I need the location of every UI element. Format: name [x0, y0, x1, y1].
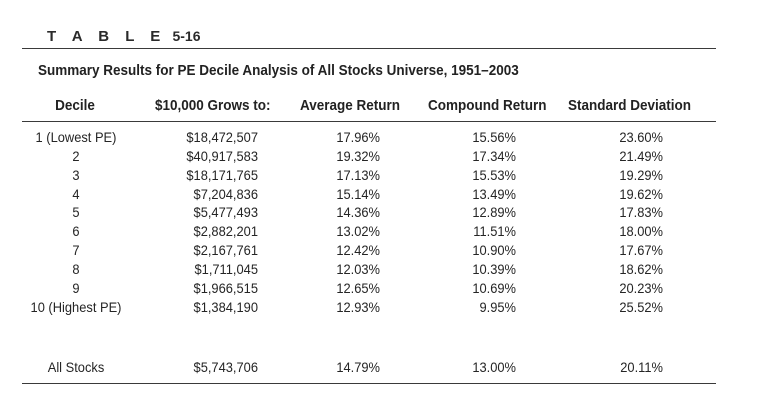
table-number: 5-16: [172, 28, 201, 44]
header-rule: [22, 121, 716, 122]
average-return-cell: 12.42%: [336, 242, 380, 259]
grows-to-cell: $2,882,201: [193, 223, 258, 240]
decile-cell: 2: [72, 147, 80, 164]
decile-cell: 7: [72, 242, 80, 259]
compound-return-cell: 15.56%: [472, 129, 516, 145]
summary-grows-to-cell: $5,743,706: [193, 359, 258, 375]
std-dev-cell: 25.52%: [619, 298, 663, 315]
std-dev-cell: 17.83%: [619, 204, 663, 221]
decile-cell: 6: [72, 223, 80, 240]
grows-to-cell: $18,472,507: [186, 129, 258, 145]
decile-cell: 10 (Highest PE): [30, 298, 122, 315]
header-standard-deviation: Standard Deviation: [568, 97, 692, 114]
std-dev-cell: 19.29%: [619, 166, 663, 183]
grows-to-cell: $40,917,583: [186, 147, 258, 164]
std-dev-cell: 21.49%: [619, 147, 663, 164]
compound-return-cell: 15.53%: [472, 166, 516, 183]
std-dev-cell: 17.67%: [619, 242, 663, 259]
average-return-cell: 14.36%: [336, 204, 380, 221]
decile-cell: 3: [72, 166, 80, 183]
summary-average-return-cell: 14.79%: [336, 359, 380, 375]
std-dev-cell: 20.23%: [619, 279, 663, 296]
top-rule: [22, 48, 716, 49]
decile-cell: 1 (Lowest PE): [35, 129, 117, 145]
grows-to-cell: $2,167,761: [193, 242, 258, 259]
std-dev-cell: 18.00%: [619, 223, 663, 240]
decile-cell: 8: [72, 260, 80, 277]
average-return-cell: 12.03%: [336, 260, 380, 277]
compound-return-cell: 12.89%: [472, 204, 516, 221]
table-label: T A B L E 5-16: [47, 28, 200, 45]
compound-return-cell: 10.69%: [472, 279, 516, 296]
summary-compound-return-cell: 13.00%: [472, 359, 516, 375]
compound-return-cell: 13.49%: [472, 185, 516, 202]
average-return-cell: 17.13%: [336, 166, 380, 183]
decile-cell: 9: [72, 279, 80, 296]
grows-to-cell: $1,711,045: [194, 260, 258, 277]
compound-return-cell: 11.51%: [473, 223, 516, 240]
average-return-cell: 19.32%: [336, 147, 380, 164]
std-dev-cell: 23.60%: [619, 129, 663, 145]
grows-to-cell: $7,204,836: [193, 185, 258, 202]
std-dev-cell: 19.62%: [619, 185, 663, 202]
summary-decile-cell: All Stocks: [47, 359, 105, 375]
header-decile: Decile: [55, 97, 95, 114]
average-return-cell: 12.65%: [336, 279, 380, 296]
header-average-return: Average Return: [300, 97, 401, 114]
table-label-word: T A B L E: [47, 28, 167, 45]
grows-to-cell: $1,966,515: [193, 279, 258, 296]
bottom-rule: [22, 383, 716, 384]
decile-cell: 5: [72, 204, 80, 221]
summary-std-dev-cell: 20.11%: [620, 359, 663, 375]
compound-return-cell: 17.34%: [472, 147, 516, 164]
compound-return-cell: 10.39%: [472, 260, 516, 277]
table-caption: Summary Results for PE Decile Analysis o…: [38, 62, 519, 79]
grows-to-cell: $1,384,190: [193, 298, 258, 315]
grows-to-cell: $5,477,493: [193, 204, 258, 221]
grows-to-cell: $18,171,765: [186, 166, 258, 183]
compound-return-cell: 10.90%: [472, 242, 516, 259]
header-compound-return: Compound Return: [428, 97, 547, 114]
average-return-cell: 12.93%: [336, 298, 380, 315]
average-return-cell: 17.96%: [336, 129, 380, 145]
decile-cell: 4: [72, 185, 80, 202]
average-return-cell: 13.02%: [336, 223, 380, 240]
std-dev-cell: 18.62%: [619, 260, 663, 277]
average-return-cell: 15.14%: [336, 185, 380, 202]
header-grows-to: $10,000 Grows to:: [155, 97, 271, 114]
compound-return-cell: 9.95%: [479, 298, 516, 315]
